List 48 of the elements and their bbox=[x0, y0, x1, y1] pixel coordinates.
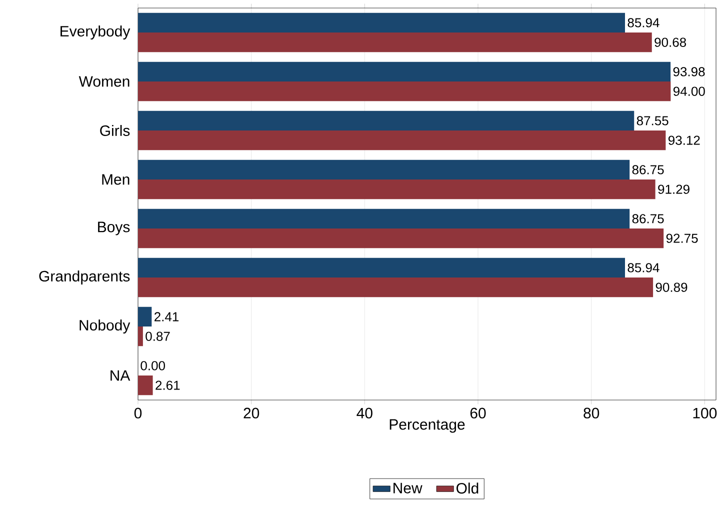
data-label: 86.75 bbox=[632, 214, 664, 224]
data-label: 85.94 bbox=[628, 18, 660, 28]
data-label: 0.00 bbox=[140, 361, 165, 370]
data-label: 86.75 bbox=[632, 165, 664, 174]
bar bbox=[138, 278, 654, 298]
bar bbox=[138, 258, 625, 278]
data-label: 93.12 bbox=[668, 136, 700, 145]
data-label: 90.68 bbox=[654, 38, 686, 47]
y-tick-label: Everybody bbox=[60, 26, 130, 40]
data-label: 0.87 bbox=[146, 332, 170, 341]
y-tick-label: Girls bbox=[100, 125, 130, 136]
data-label: 92.75 bbox=[666, 234, 698, 243]
data-label: 90.89 bbox=[656, 282, 688, 292]
bar bbox=[138, 376, 153, 396]
y-tick-label: Men bbox=[102, 174, 130, 185]
x-tick-label: 20 bbox=[244, 408, 260, 418]
bar bbox=[138, 12, 625, 33]
data-label: 2.41 bbox=[154, 312, 179, 322]
bar bbox=[138, 32, 652, 52]
y-tick-label: Boys bbox=[98, 222, 130, 236]
bar bbox=[138, 306, 152, 327]
data-label: 94.00 bbox=[673, 86, 705, 96]
bar bbox=[138, 228, 664, 248]
bar bbox=[138, 110, 634, 131]
x-tick-label: 80 bbox=[584, 408, 600, 418]
x-tick-label: 100 bbox=[693, 408, 717, 418]
x-tick-label: 40 bbox=[356, 408, 372, 418]
bar bbox=[138, 82, 671, 102]
bar bbox=[138, 180, 656, 200]
bar bbox=[138, 160, 630, 180]
bar bbox=[138, 62, 671, 82]
data-label: 85.94 bbox=[628, 263, 660, 272]
legend-label: Old bbox=[456, 482, 478, 494]
bar bbox=[138, 208, 630, 229]
y-tick-label: NA bbox=[110, 370, 130, 381]
y-tick-label: Grandparents bbox=[39, 270, 130, 284]
bar bbox=[138, 130, 666, 150]
data-label: 91.29 bbox=[658, 184, 690, 194]
data-label: 2.61 bbox=[156, 380, 180, 390]
data-label: 93.98 bbox=[673, 67, 705, 76]
x-tick-label: 0 bbox=[134, 408, 142, 418]
x-tick-label: 60 bbox=[470, 408, 486, 418]
legend-label: New bbox=[394, 482, 422, 494]
x-axis-title: Percentage bbox=[390, 419, 465, 433]
data-label: 87.55 bbox=[636, 116, 668, 126]
bar bbox=[138, 326, 143, 346]
y-tick-label: Nobody bbox=[80, 320, 130, 334]
y-tick-label: Women bbox=[78, 76, 130, 87]
